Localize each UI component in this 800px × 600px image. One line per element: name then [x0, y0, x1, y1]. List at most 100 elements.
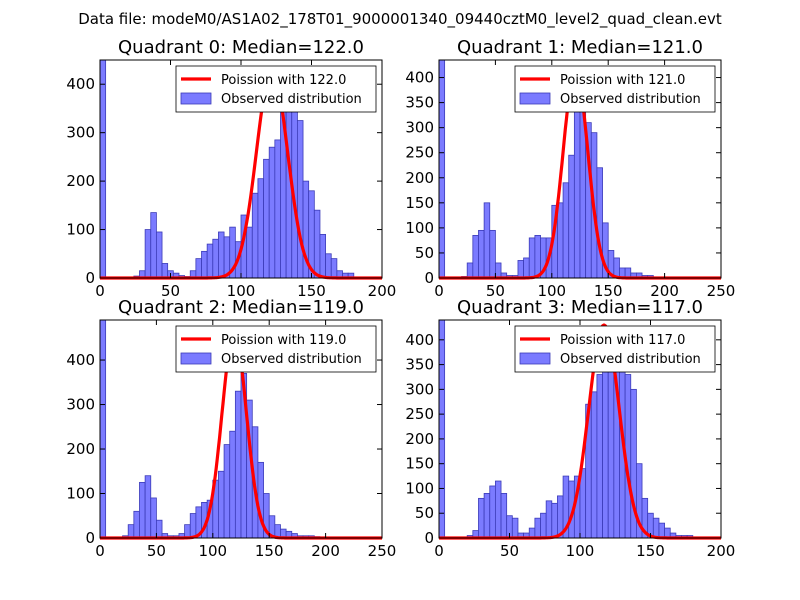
legend-label-observed: Observed distribution — [221, 92, 362, 107]
histogram-bar — [517, 260, 525, 279]
y-tick-label: 350 — [405, 356, 434, 374]
histogram-bar — [155, 519, 163, 539]
histogram-bar — [144, 229, 152, 279]
histogram-bar — [483, 202, 491, 279]
quadrant-0-panel: 0 50 100 150 200 0 100 200 300 400 Quadrant 0: Med… — [66, 37, 396, 300]
x-tick-label: 50 — [147, 542, 166, 560]
histogram-bar — [511, 517, 519, 539]
histogram-bar — [223, 444, 231, 539]
x-tick-label: 100 — [566, 542, 595, 560]
y-tick-label: 300 — [405, 119, 434, 137]
histogram-bar — [201, 250, 208, 279]
histogram-bar — [489, 485, 496, 539]
x-tick-label: 150 — [297, 282, 326, 300]
histogram-bar — [534, 235, 541, 279]
histogram-bar — [568, 154, 575, 279]
legend-label-poisson: Poission with 117.0 — [560, 333, 685, 348]
x-tick-label: 150 — [636, 542, 665, 560]
histogram-bar — [268, 146, 276, 279]
y-tick-label: 400 — [405, 331, 434, 349]
histogram-bar — [438, 319, 446, 539]
quadrant-1-panel: 0 50 100 150 200 250 0 50 100 150 200 250 300 350 400 Q… — [405, 37, 735, 300]
histogram-bar — [596, 374, 603, 539]
y-tick-label: 100 — [66, 221, 95, 239]
histogram-bar — [489, 229, 496, 279]
histogram-bar — [472, 235, 479, 279]
axes-frame — [99, 319, 383, 539]
y-tick-label: 100 — [405, 479, 434, 497]
legend: Poission with 122.0 Observed distribution — [175, 65, 377, 113]
histogram-bar — [184, 524, 191, 539]
y-tick-label: 150 — [405, 455, 434, 473]
legend-bar-swatch — [180, 352, 212, 365]
y-tick-label: 400 — [66, 351, 95, 369]
histogram-bar — [296, 120, 304, 279]
histogram-bar — [438, 59, 446, 279]
legend-label-observed: Observed distribution — [560, 352, 701, 367]
y-tick-label: 50 — [415, 504, 434, 522]
x-tick-label: 200 — [311, 542, 340, 560]
histogram-bar — [534, 517, 541, 539]
x-tick-label: 0 — [95, 282, 105, 300]
quadrant-panels: 0 50 100 150 200 0 100 200 300 400 Quadrant 0: Med… — [66, 37, 735, 560]
legend-bar-swatch — [180, 92, 212, 105]
x-tick-label: 150 — [255, 542, 284, 560]
histogram-bar — [466, 262, 474, 279]
histogram-bar — [652, 517, 660, 539]
quadrant-3-panel: 0 50 100 150 200 0 50 100 150 200 250 300 350 400 Quad… — [405, 297, 735, 560]
histogram-bar — [155, 231, 163, 279]
x-tick-label: 150 — [594, 282, 623, 300]
histogram-bar — [206, 243, 214, 279]
histogram-bar — [602, 364, 609, 539]
histogram-bar — [528, 237, 536, 279]
histogram-bar — [274, 139, 281, 279]
histogram-bar — [483, 493, 491, 539]
legend-label-poisson: Poission with 119.0 — [221, 333, 346, 348]
x-tick-label: 0 — [434, 542, 444, 560]
x-tick-label: 50 — [486, 282, 505, 300]
y-tick-label: 50 — [415, 244, 434, 262]
histogram-bar — [144, 475, 152, 539]
y-tick-label: 200 — [66, 440, 95, 458]
histogram-bar — [133, 510, 140, 539]
y-tick-label: 250 — [405, 405, 434, 423]
histogram-bar — [150, 212, 157, 279]
x-tick-label: 200 — [368, 282, 397, 300]
y-tick-label: 300 — [66, 396, 95, 414]
histogram-bar — [212, 238, 219, 279]
histogram-bar — [540, 512, 547, 539]
legend: Poission with 119.0 Observed distribution — [175, 325, 377, 373]
x-tick-label: 100 — [537, 282, 566, 300]
panel-title: Quadrant 3: Median=117.0 — [457, 297, 703, 318]
y-tick-label: 400 — [405, 69, 434, 87]
histogram-bar — [99, 319, 107, 539]
x-tick-label: 200 — [707, 542, 736, 560]
histogram-bar — [99, 59, 107, 279]
legend: Poission with 121.0 Observed distribution — [514, 65, 716, 113]
y-tick-label: 300 — [405, 380, 434, 398]
legend-label-observed: Observed distribution — [560, 92, 701, 107]
quadrant-2-panel: 0 50 100 150 200 250 0 100 200 300 400 Quadrant 2: … — [66, 297, 396, 560]
x-tick-label: 50 — [500, 542, 519, 560]
y-tick-label: 100 — [66, 485, 95, 503]
y-tick-label: 400 — [66, 75, 95, 93]
x-tick-label: 0 — [434, 282, 444, 300]
histogram-bar — [494, 480, 502, 539]
histogram-bar — [658, 522, 666, 539]
y-tick-label: 0 — [85, 529, 95, 547]
histogram-bar — [596, 167, 603, 279]
histogram-bar — [478, 497, 485, 539]
y-tick-label: 250 — [405, 144, 434, 162]
histogram-bar — [246, 226, 253, 279]
histogram-bar — [607, 344, 615, 539]
panel-title: Quadrant 1: Median=121.0 — [457, 37, 703, 58]
panel-title: Quadrant 0: Median=122.0 — [118, 37, 364, 58]
histogram-bar — [263, 158, 270, 279]
histogram-bar — [313, 209, 321, 279]
legend-label-poisson: Poission with 122.0 — [221, 73, 346, 88]
y-tick-label: 100 — [405, 219, 434, 237]
histogram-bar — [189, 513, 197, 539]
histogram-bar — [325, 253, 332, 279]
histogram-bar — [494, 262, 502, 279]
